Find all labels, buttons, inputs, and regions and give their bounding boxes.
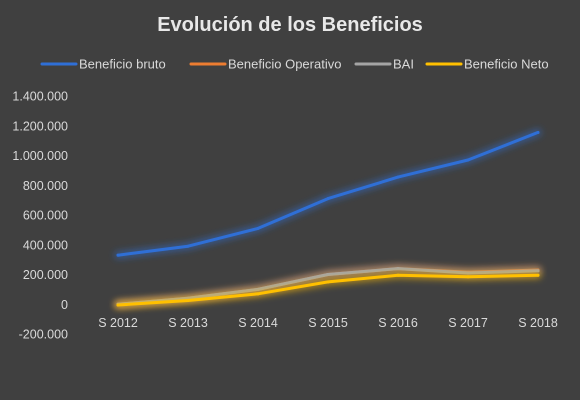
- x-tick-label: S 2013: [168, 316, 208, 330]
- data-point: [536, 269, 540, 273]
- data-point: [466, 158, 470, 162]
- data-point: [186, 244, 190, 248]
- y-tick-label: 600.000: [23, 209, 68, 223]
- data-point: [326, 273, 330, 276]
- series-beneficio-bruto: [114, 128, 542, 259]
- plot-area: [114, 128, 542, 309]
- legend: Beneficio bruto Beneficio Operativo BAI Ben…: [40, 57, 549, 72]
- y-axis: 1.400.000 1.200.000 1.000.000 800.000 600.00…: [12, 90, 68, 342]
- y-tick-label: -200.000: [19, 328, 68, 342]
- legend-label: Beneficio Neto: [464, 57, 549, 72]
- chart-title: Evolución de los Beneficios: [157, 14, 423, 36]
- data-point: [326, 197, 330, 201]
- legend-item-bai: BAI: [354, 57, 414, 72]
- series-glow: [114, 128, 542, 259]
- x-axis: S 2012 S 2013 S 2014 S 2015 S 2016 S 2017 S 20…: [98, 316, 558, 330]
- y-tick-label: 1.400.000: [12, 90, 68, 104]
- data-point: [256, 226, 260, 230]
- data-point: [116, 303, 120, 307]
- data-point: [396, 267, 400, 271]
- legend-item-beneficio-operativo: Beneficio Operativo: [189, 57, 341, 72]
- x-tick-label: S 2015: [308, 316, 348, 330]
- y-tick-label: 1.000.000: [12, 149, 68, 163]
- data-point: [116, 253, 120, 257]
- x-tick-label: S 2017: [448, 316, 488, 330]
- legend-label: Beneficio bruto: [79, 57, 166, 72]
- data-point: [536, 273, 540, 277]
- x-tick-label: S 2012: [98, 316, 138, 330]
- legend-label: BAI: [393, 57, 414, 72]
- series-beneficio-neto: [114, 271, 542, 309]
- data-point: [256, 292, 260, 296]
- y-tick-label: 200.000: [23, 268, 68, 282]
- x-tick-label: S 2016: [378, 316, 418, 330]
- y-tick-label: 0: [61, 298, 68, 312]
- data-point: [396, 175, 400, 179]
- data-point: [536, 130, 540, 134]
- y-tick-label: 800.000: [23, 179, 68, 193]
- data-point: [466, 275, 470, 279]
- legend-label: Beneficio Operativo: [228, 57, 341, 72]
- x-tick-label: S 2018: [518, 316, 558, 330]
- y-tick-label: 400.000: [23, 238, 68, 252]
- data-point: [396, 273, 400, 277]
- x-tick-label: S 2014: [238, 316, 278, 330]
- y-tick-label: 1.200.000: [12, 119, 68, 133]
- series-line: [116, 130, 540, 257]
- data-point: [186, 299, 190, 303]
- legend-item-beneficio-neto: Beneficio Neto: [425, 57, 549, 72]
- data-point: [326, 280, 330, 284]
- legend-item-beneficio-bruto: Beneficio bruto: [40, 57, 166, 72]
